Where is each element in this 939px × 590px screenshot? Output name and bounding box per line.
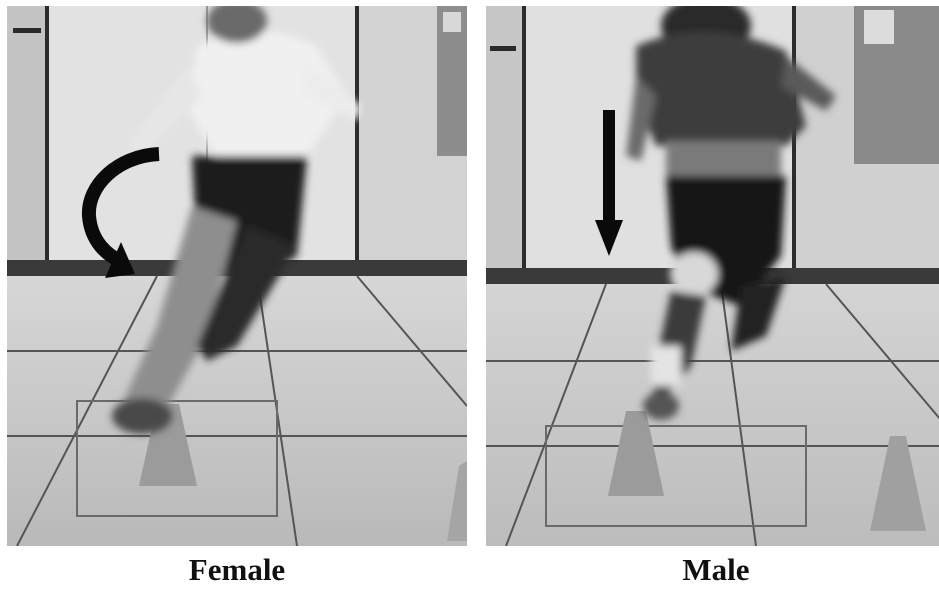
floor-lines: [7, 275, 467, 546]
floor-lines: [486, 283, 939, 546]
male-photo-panel: [486, 6, 939, 546]
floor: [486, 284, 939, 546]
male-runner-photo: [486, 6, 939, 546]
female-photo-panel: [7, 6, 467, 546]
female-caption: Female: [188, 552, 286, 587]
curved-arrow-icon: [81, 147, 160, 278]
female-runner: [112, 6, 362, 434]
down-arrow-icon: [595, 110, 623, 256]
cone: [447, 461, 467, 541]
female-runner-photo: [7, 6, 467, 546]
male-caption: Male: [682, 552, 750, 587]
cone: [608, 411, 664, 496]
cone: [870, 436, 926, 531]
male-runner: [626, 6, 836, 420]
